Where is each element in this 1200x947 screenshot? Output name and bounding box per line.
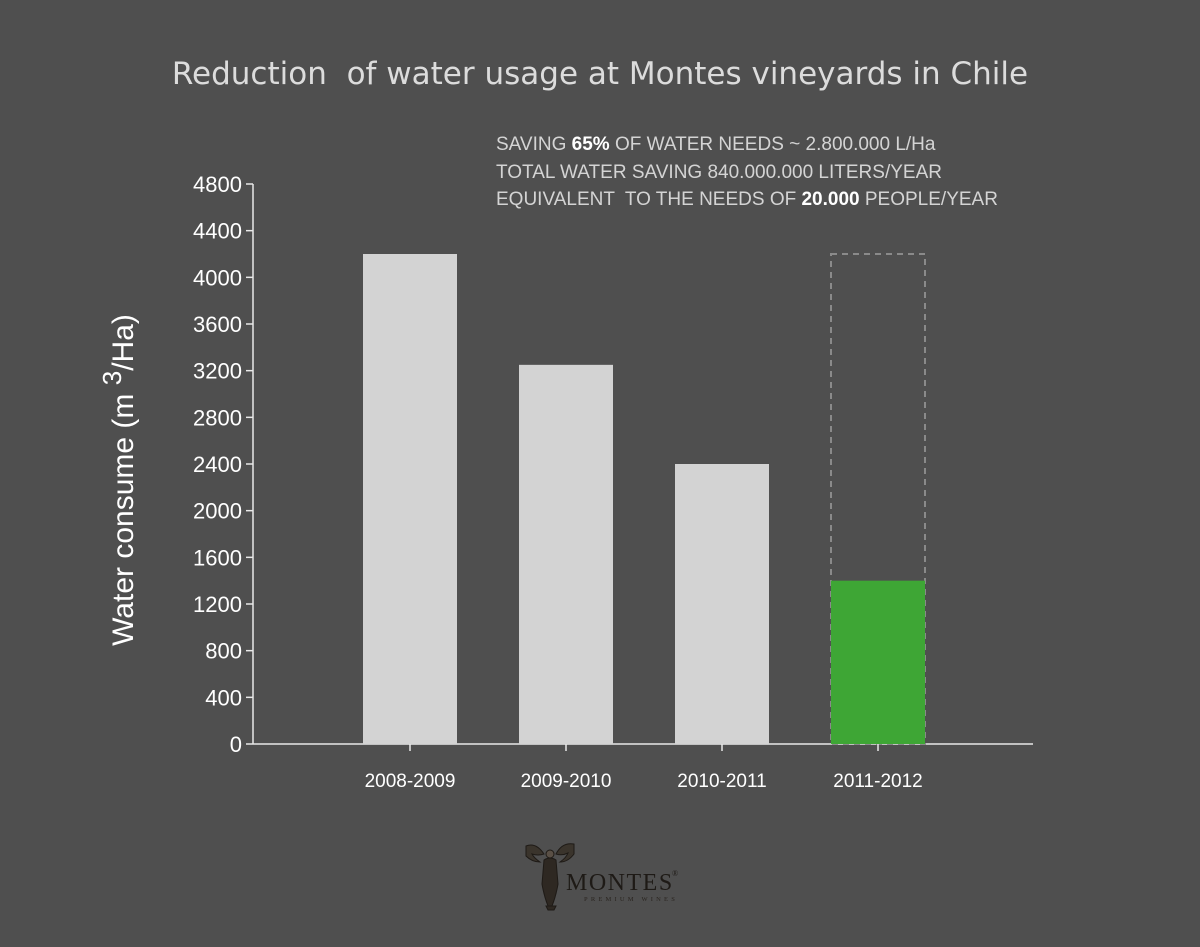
angel-icon [525,843,575,911]
y-axis-label: Water consume (m 3/Ha) [97,314,140,646]
x-tick-label: 2011-2012 [833,771,922,792]
annotation-text: PEOPLE/YEAR [859,189,998,210]
annotation-highlight: 65% [571,134,610,155]
montes-logo: MONTES ® PREMIUM WINES [525,843,678,911]
bar [519,364,613,744]
y-tick-label: 2400 [193,452,242,477]
logo-registered: ® [672,869,678,878]
annotation-highlight: 20.000 [801,189,860,210]
annotation-text: SAVING [496,134,572,155]
annotation-text: OF WATER NEEDS ~ 2.800.000 L/Ha [609,134,936,155]
y-tick-label: 2000 [193,499,242,524]
annotation-line: SAVING 65% OF WATER NEEDS ~ 2.800.000 L/… [496,131,998,159]
y-tick-label: 3600 [193,312,242,337]
bar [363,254,457,744]
annotation-line: EQUIVALENT TO THE NEEDS OF 20.000 PEOPLE… [496,186,998,214]
savings-annotation: SAVING 65% OF WATER NEEDS ~ 2.800.000 L/… [496,131,998,214]
y-tick-label: 400 [205,685,242,710]
x-tick-label: 2008-2009 [365,771,456,792]
annotation-text: TOTAL WATER SAVING 840.000.000 LITERS/YE… [496,161,942,183]
y-tick-label: 800 [205,639,242,664]
y-tick-label: 4800 [193,172,242,197]
bar [675,464,769,744]
y-tick-label: 0 [230,732,242,757]
chart-title: Reduction of water usage at Montes viney… [171,56,1029,92]
bar [831,580,925,744]
y-tick-label: 3200 [193,359,242,384]
y-tick-label: 1600 [193,545,242,570]
x-tick-label: 2009-2010 [521,771,612,792]
annotation-text: EQUIVALENT TO THE NEEDS OF [496,189,802,210]
x-tick-label: 2010-2011 [677,771,766,792]
logo-brand: MONTES [566,870,674,896]
annotation-line: TOTAL WATER SAVING 840.000.000 LITERS/YE… [496,159,998,187]
logo-tagline: PREMIUM WINES [584,896,678,903]
y-tick-label: 4000 [193,265,242,290]
y-tick-label: 4400 [193,219,242,244]
y-tick-label: 2800 [193,405,242,430]
y-tick-label: 1200 [193,592,242,617]
